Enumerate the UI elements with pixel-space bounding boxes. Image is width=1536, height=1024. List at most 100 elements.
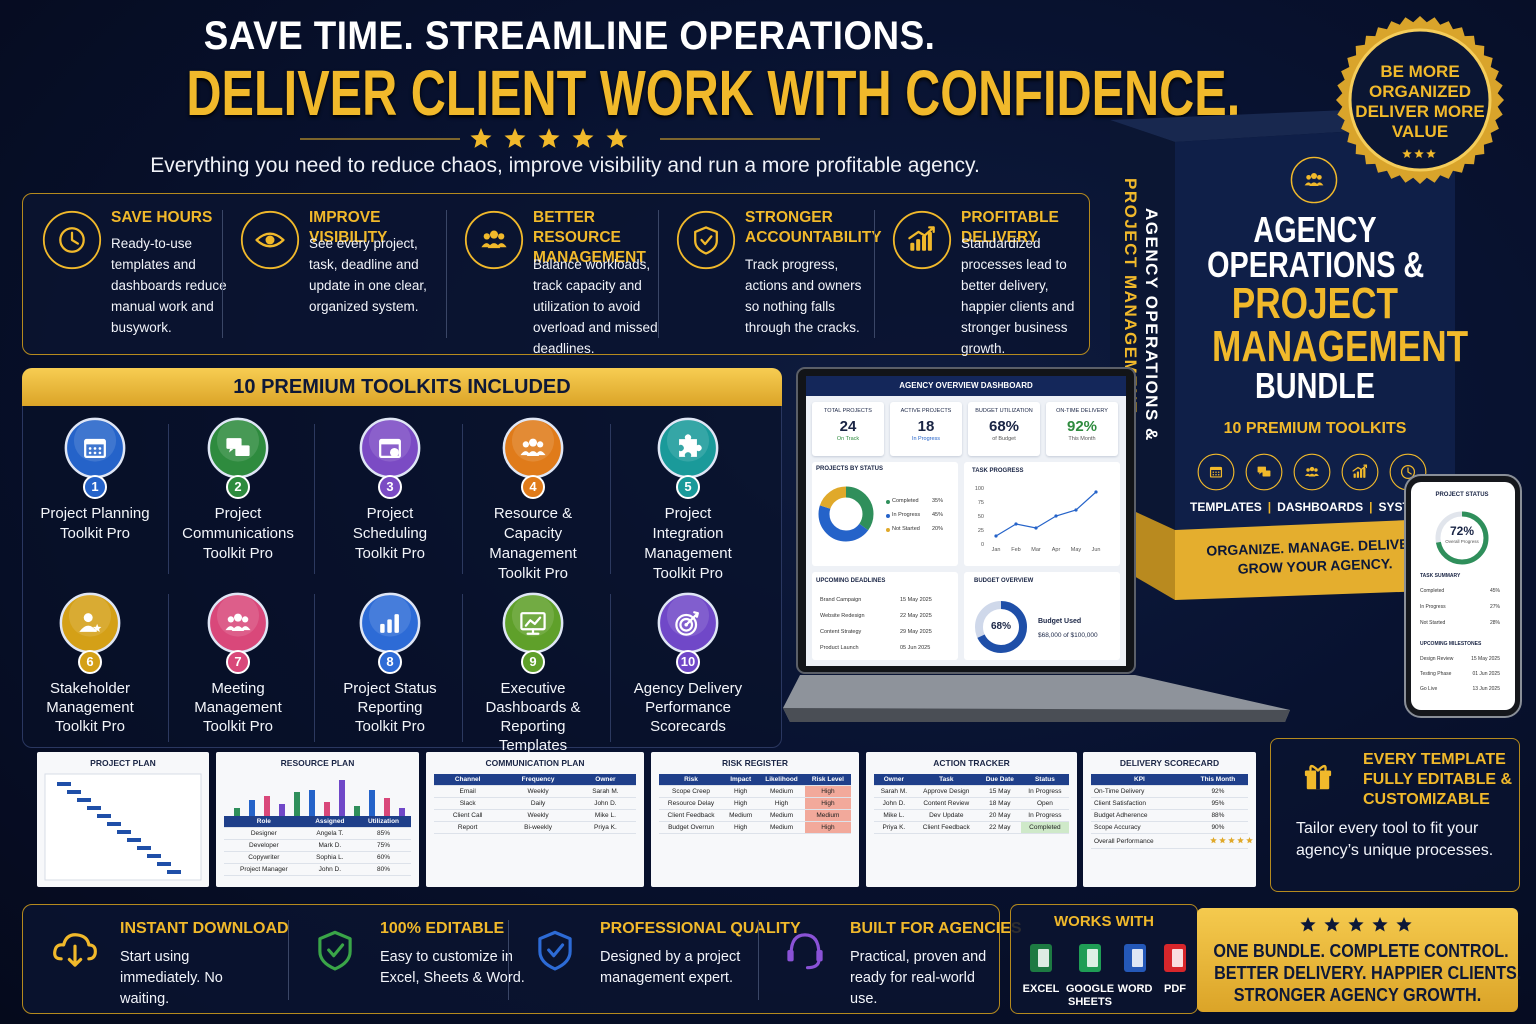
glyph [498, 233, 505, 240]
glyph [916, 239, 921, 251]
box-title-text: OPERATIONS & [1207, 244, 1425, 285]
table-row: Budget Adherence 88% [1091, 809, 1248, 822]
mini-chart [234, 780, 405, 816]
mini-bar [279, 804, 285, 816]
divider [300, 138, 820, 140]
table-header-cell: Risk [659, 774, 724, 786]
table-row: Copywriter Sophia L. 60% [224, 851, 411, 864]
toolkit-name-line: Toolkit Pro [354, 718, 426, 735]
table-cell: John D. [303, 863, 356, 876]
table-header-cell: Channel [434, 774, 502, 786]
icon-glyph [694, 226, 718, 255]
editable-title: EVERY TEMPLATE FULLY EDITABLE & CUSTOMIZAB… [1363, 750, 1513, 810]
table-cell: High [723, 821, 759, 834]
toolkit-number: 3 [378, 475, 402, 499]
icon-ring [1293, 453, 1331, 491]
icon-glyph [79, 613, 102, 632]
gantt-bar [107, 822, 121, 826]
table-cell: Budget Overrun [659, 821, 724, 834]
toolkit-divider [314, 594, 315, 742]
glyph [1259, 472, 1262, 475]
table-cell: High [723, 785, 759, 798]
gantt-bar [57, 782, 71, 786]
box-title-line: OPERATIONS & [1180, 244, 1450, 285]
axis-label: 0 [980, 542, 984, 548]
toolkit-divider [462, 424, 463, 574]
kpi-label: TOTAL PROJECTS [824, 408, 872, 414]
glyph [1215, 473, 1217, 476]
line-point [1054, 514, 1058, 518]
icon-ring [1245, 453, 1283, 491]
icon-glyph [225, 613, 251, 632]
icon [64, 417, 126, 479]
glyph [694, 226, 718, 255]
kpi-label: ACTIVE PROJECTS [900, 408, 952, 414]
icon [502, 592, 564, 654]
box-link: TEMPLATES [1190, 500, 1262, 514]
app-icon-page [1087, 949, 1098, 967]
benefit-divider [446, 210, 447, 338]
kpi-card: ACTIVE PROJECTS 18 In Progress [890, 402, 962, 456]
star [92, 623, 102, 632]
toolkit-number-text: 2 [234, 479, 242, 494]
star [1219, 837, 1226, 844]
glyph [1360, 469, 1363, 478]
icon [464, 210, 524, 270]
table-cell: Report [434, 821, 502, 834]
glyph [387, 619, 392, 633]
table-cell: In Progress [1020, 785, 1069, 798]
table-cell: High [723, 797, 759, 810]
icon-glyph [1400, 464, 1416, 480]
budget-amount: $68,000 of $100,000 [1038, 632, 1098, 639]
legend-label: In Progress [892, 512, 921, 518]
toolkit-divider [610, 594, 611, 742]
glyph [1215, 471, 1217, 473]
box-link: DASHBOARDS [1277, 500, 1364, 514]
toolkit-name-line: Dashboards & [485, 699, 581, 716]
phone-pct: 72% [1449, 524, 1475, 538]
icon [42, 210, 102, 270]
badge-text: BE MORE ORGANIZED DELIVER MORE VALUE [1346, 62, 1494, 152]
glyph [679, 617, 694, 632]
dash-panel-title: UPCOMING DEADLINES [816, 578, 886, 584]
icon [1245, 453, 1283, 491]
table-cell: Priya K. [574, 821, 636, 834]
glyph [481, 243, 507, 249]
phone-row-label: Completed [1420, 588, 1445, 594]
glyph [816, 950, 823, 962]
table-cell: Weekly [501, 785, 575, 798]
glyph [318, 930, 352, 971]
badge-line: ORGANIZED [1369, 82, 1471, 101]
glyph [524, 616, 542, 627]
icon [59, 592, 121, 654]
glyph [1217, 473, 1220, 476]
glyph [1262, 470, 1271, 477]
table-cell: In Progress [1020, 809, 1069, 822]
table-cell: Scope Creep [659, 785, 724, 798]
toolkit-divider [610, 424, 611, 574]
table-cell: Mike L. [574, 809, 636, 822]
toolkit-name-line: Management [194, 699, 282, 716]
icon-glyph [1304, 172, 1324, 187]
star [606, 128, 628, 148]
template-table: Role Assigned Utilization Designer Angela T.… [224, 816, 411, 876]
editable-title-line: EVERY TEMPLATE [1363, 751, 1506, 768]
toolkit-name-line: Toolkit Pro [54, 718, 126, 735]
legend-swatch [886, 528, 890, 532]
table-cell: Medium [758, 809, 805, 822]
badge-line: BE MORE [1380, 62, 1460, 81]
toolkit-name: Project Integration Management Toolkit Pro [613, 504, 763, 584]
toolkit-name-line: Toolkit Pro [59, 525, 131, 542]
kpi-value: 68% [988, 418, 1020, 435]
toolkit-number-text: 6 [86, 654, 94, 669]
budget-pct: 68% [990, 621, 1011, 632]
table-cell: Medium [758, 821, 805, 834]
gantt-bar [77, 798, 91, 802]
app-icon-page [1172, 949, 1183, 967]
legend-value: 20% [932, 526, 944, 532]
icon-glyph [908, 226, 935, 251]
table-cell: 95% [1187, 797, 1248, 810]
closing-line-text: STRONGER AGENCY GROWTH. [1233, 985, 1482, 1005]
phone-row-value: 15 May 2025 [1471, 656, 1500, 662]
icon [53, 933, 97, 967]
